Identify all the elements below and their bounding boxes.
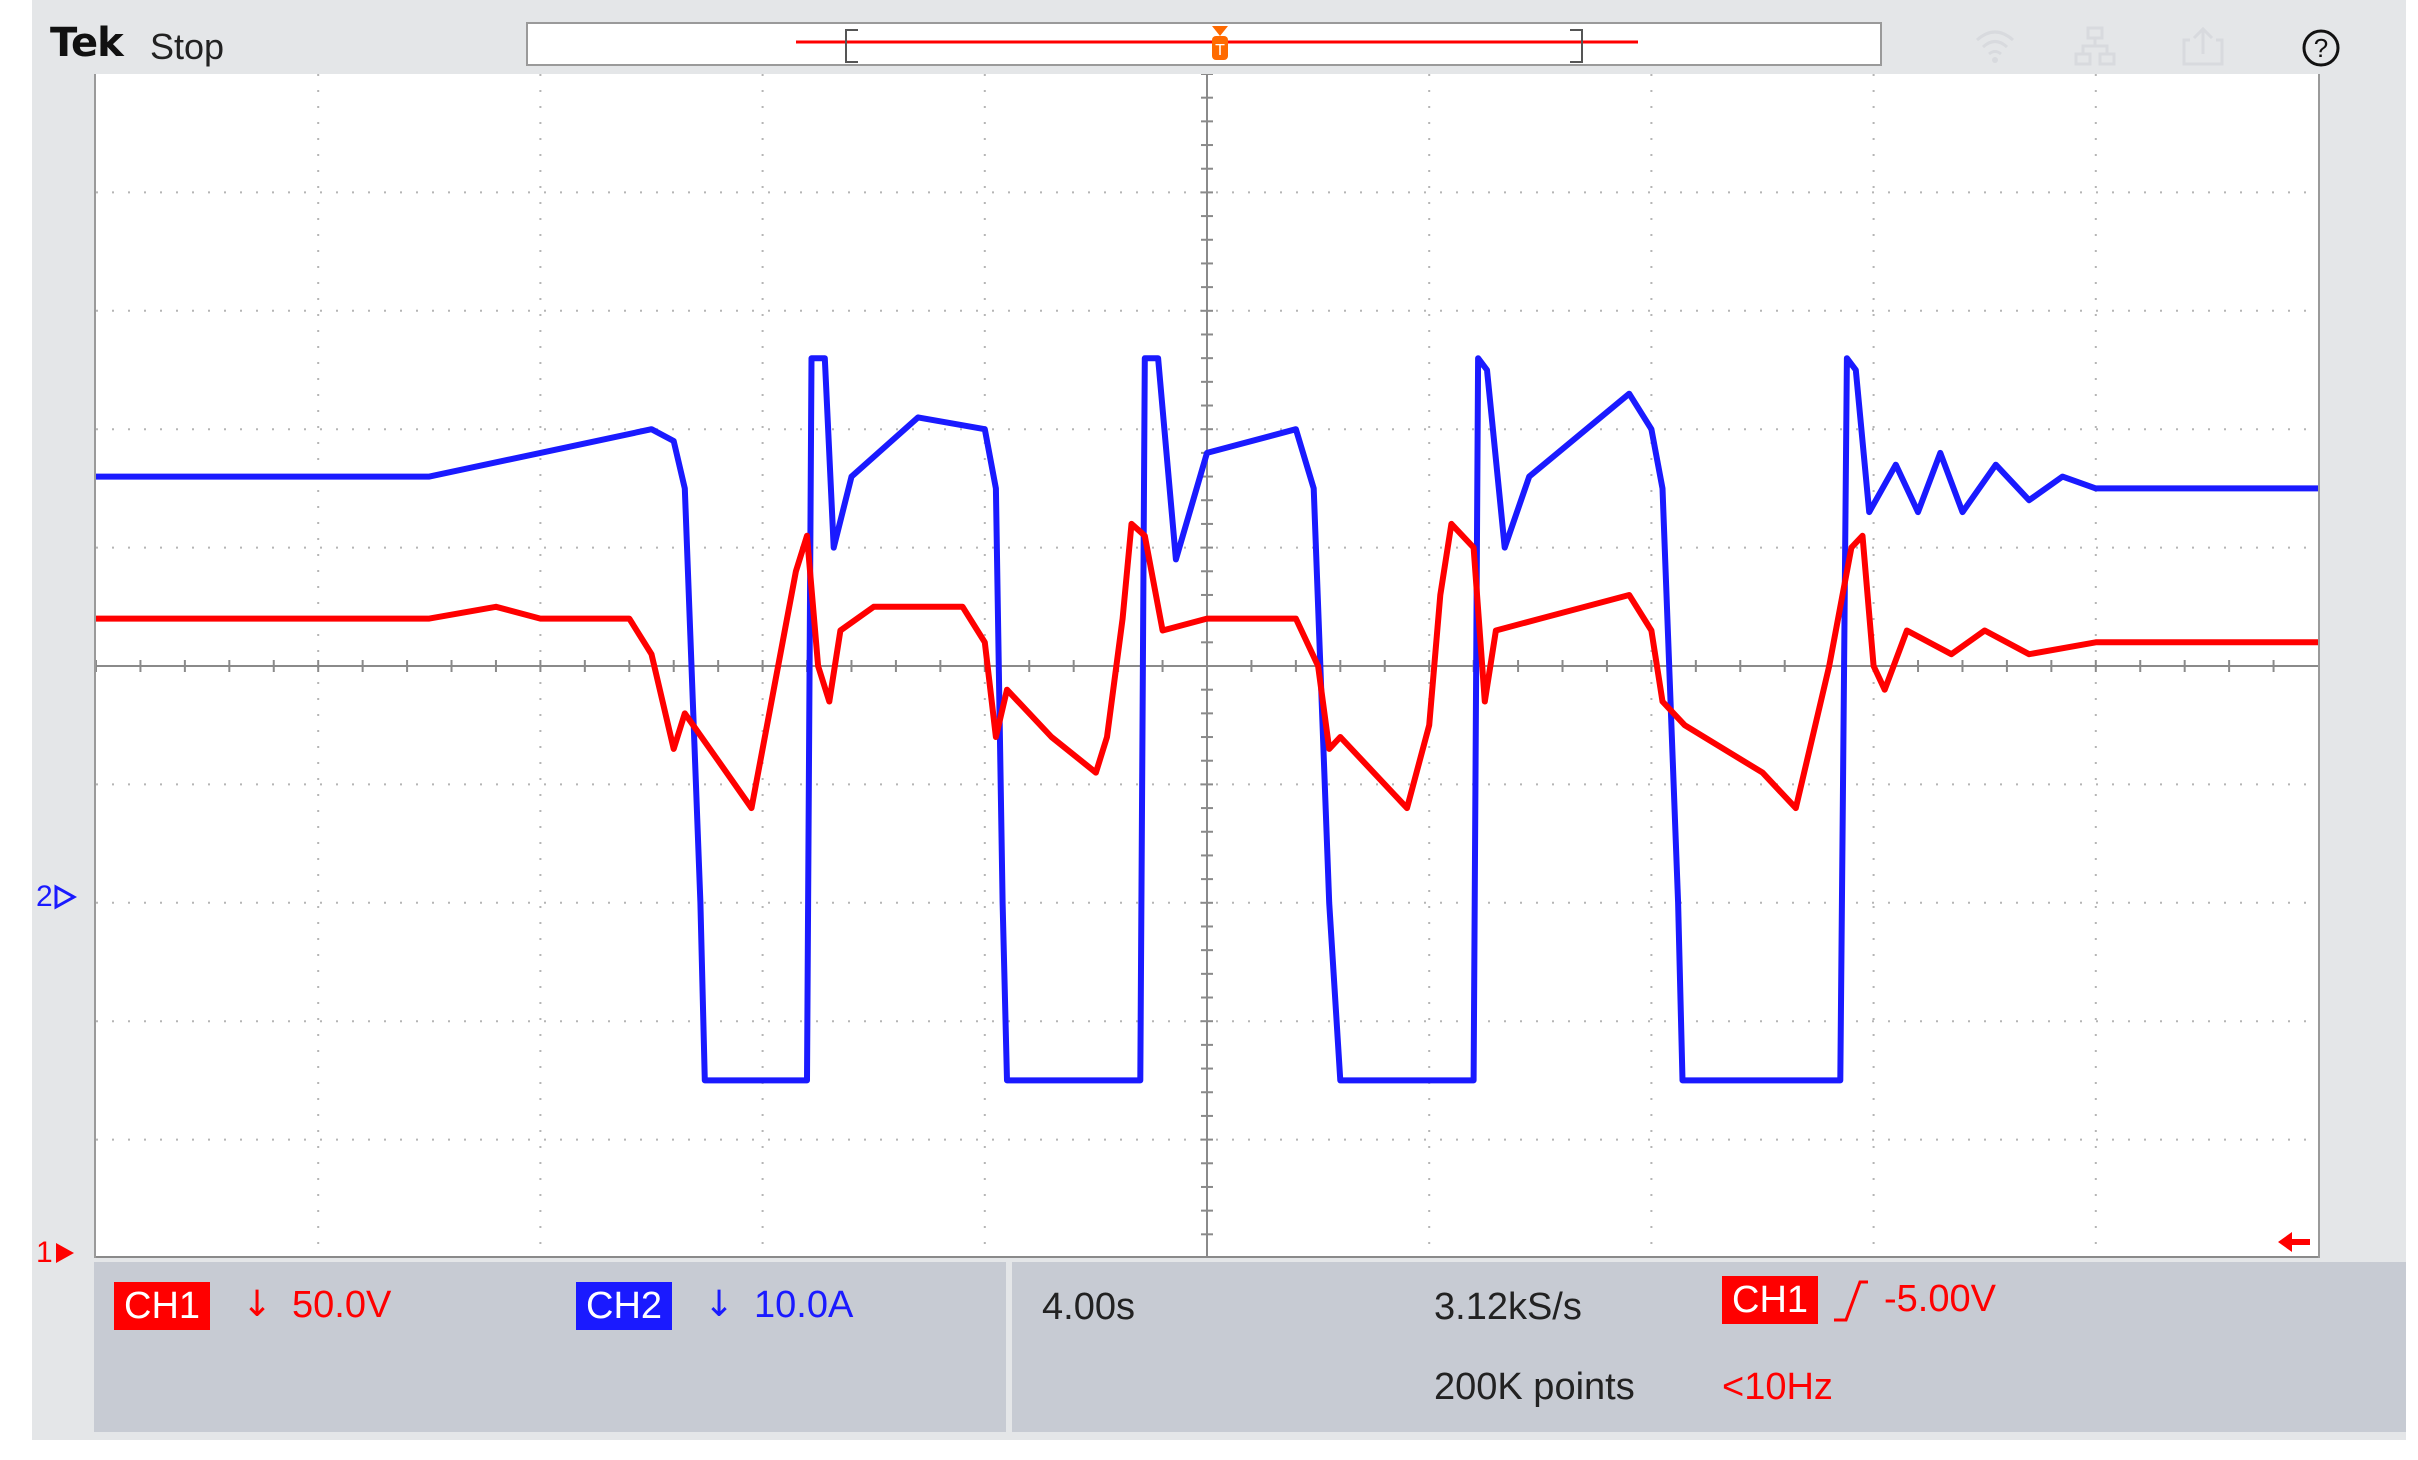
ch2-badge[interactable]: CH2 [576,1282,673,1330]
wifi-icon[interactable] [1972,24,2018,68]
trigger-level-arrow-icon[interactable] [2276,1228,2312,1256]
network-icon[interactable] [2072,24,2118,68]
ch2-polarity-icon: ↓ [704,1284,735,1325]
ch1-ground-marker[interactable]: 1 [36,1236,77,1270]
record-length-readout[interactable]: 200K points [1434,1366,1635,1408]
trigger-level-readout[interactable]: -5.00V [1884,1278,1996,1320]
ch1-ground-arrow-icon [55,1243,74,1263]
help-icon[interactable]: ? [2298,24,2344,68]
waveform-display[interactable] [94,74,2320,1258]
ch2-ground-arrow-icon [54,884,77,910]
svg-text:?: ? [2314,33,2328,63]
trigger-position-icon: T [1212,26,1228,60]
waveform-graticule [96,74,2318,1258]
ch1-scale[interactable]: 50.0V [292,1284,392,1326]
sample-rate-readout[interactable]: 3.12kS/s [1434,1286,1582,1328]
ch1-marker-label: 1 [36,1236,53,1269]
ch1-waveform [96,520,2318,812]
ch2-marker-label: 2 [36,880,53,913]
trigger-frequency-readout: <10Hz [1722,1366,1833,1408]
graticule-grid [96,74,2318,1258]
readout-bar: CH1 ↓ 50.0V CH2 ↓ 10.0A 4.00s 3.12kS/s 2… [94,1262,2406,1432]
record-view-bar[interactable]: T [526,22,1882,66]
ch1-badge[interactable]: CH1 [114,1282,211,1330]
export-icon[interactable] [2180,24,2226,68]
timebase-readout[interactable]: 4.00s [1042,1286,1135,1328]
record-view-graphic: T [796,26,1638,63]
ch2-ground-marker[interactable]: 2 [36,880,77,914]
trigger-source-badge[interactable]: CH1 [1722,1276,1819,1324]
rising-edge-icon [1834,1280,1868,1322]
readout-divider [1006,1262,1012,1432]
svg-text:T: T [1215,42,1225,59]
top-bar: Tek Stop T ? [32,0,2406,74]
ch2-scale[interactable]: 10.0A [754,1284,854,1326]
ch1-polarity-icon: ↓ [242,1284,273,1325]
run-state-label[interactable]: Stop [150,26,225,67]
brand-logo: Tek [50,20,124,66]
